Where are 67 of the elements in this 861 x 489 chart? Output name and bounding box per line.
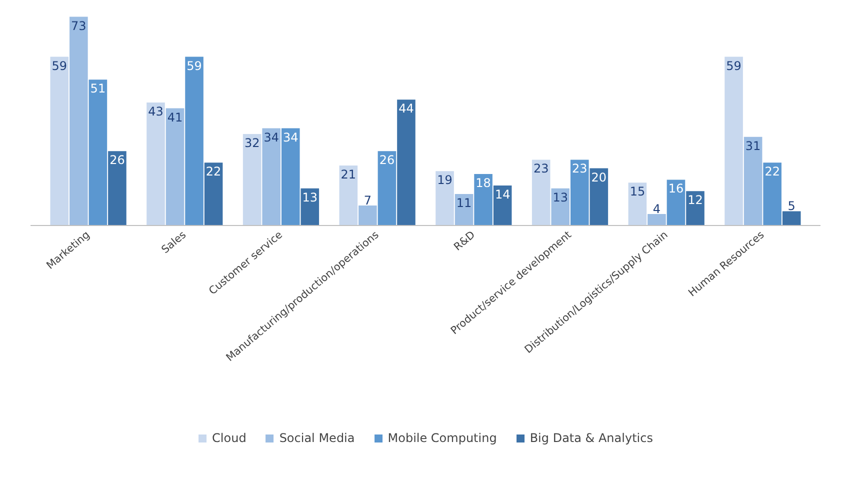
- data-label: 23: [572, 162, 588, 176]
- data-label: 43: [148, 104, 164, 119]
- data-label: 34: [282, 130, 298, 144]
- data-label: 73: [71, 18, 86, 33]
- bar: [204, 162, 223, 226]
- bar: [281, 128, 300, 226]
- data-label: 44: [398, 102, 414, 116]
- data-label: 13: [302, 190, 318, 204]
- bar: [300, 188, 320, 226]
- data-label: 59: [726, 58, 742, 73]
- bar: [108, 151, 126, 226]
- bar: [782, 211, 801, 226]
- bar: [436, 171, 454, 226]
- data-label: 31: [745, 138, 761, 153]
- bar: [628, 182, 647, 226]
- bar: [339, 165, 358, 226]
- data-label: 22: [764, 164, 780, 179]
- bar: [493, 185, 512, 226]
- legend-label: Cloud: [212, 431, 246, 445]
- bar: [70, 16, 88, 226]
- bar: [763, 162, 782, 226]
- data-label: 59: [52, 58, 68, 73]
- bar: [146, 102, 165, 226]
- bar: [358, 205, 377, 226]
- data-label: 51: [90, 82, 106, 96]
- legend-label: Big Data & Analytics: [530, 431, 653, 445]
- bar: [532, 160, 550, 226]
- data-label: 19: [437, 173, 452, 188]
- bar: [744, 136, 762, 226]
- legend-label: Social Media: [279, 431, 355, 445]
- data-label: 21: [340, 167, 356, 182]
- data-label: 34: [264, 130, 279, 144]
- bar: [474, 174, 492, 226]
- bar: [648, 214, 666, 226]
- bar: [242, 134, 262, 226]
- bar: [378, 151, 396, 226]
- data-label: 32: [244, 136, 260, 150]
- data-label: 59: [186, 58, 202, 73]
- bar: [185, 56, 204, 226]
- data-label: 20: [591, 170, 607, 184]
- legend-label: Mobile Computing: [388, 431, 497, 445]
- data-label: 22: [206, 164, 222, 179]
- bar: [570, 160, 589, 226]
- bar: [88, 80, 108, 226]
- data-label: 18: [476, 176, 491, 190]
- data-label: 26: [110, 153, 125, 168]
- bar: [666, 180, 686, 226]
- bar: [724, 56, 743, 226]
- data-label: 5: [788, 199, 796, 214]
- data-label: 12: [688, 193, 703, 208]
- bar: [262, 128, 281, 226]
- bar: [397, 100, 416, 226]
- data-label: 4: [652, 202, 661, 216]
- data-label: 41: [167, 110, 183, 124]
- data-label: 26: [379, 153, 395, 168]
- bar: [686, 191, 704, 226]
- bar: [551, 188, 570, 226]
- data-label: 7: [364, 193, 372, 208]
- data-label: 16: [668, 182, 684, 196]
- bar: [590, 168, 608, 226]
- data-label: 13: [552, 190, 568, 204]
- data-label: 11: [456, 196, 472, 210]
- data-label: 15: [630, 184, 646, 199]
- bar: [50, 56, 69, 226]
- data-label: 14: [494, 187, 510, 202]
- bar: [166, 108, 184, 226]
- data-label: 23: [533, 162, 549, 176]
